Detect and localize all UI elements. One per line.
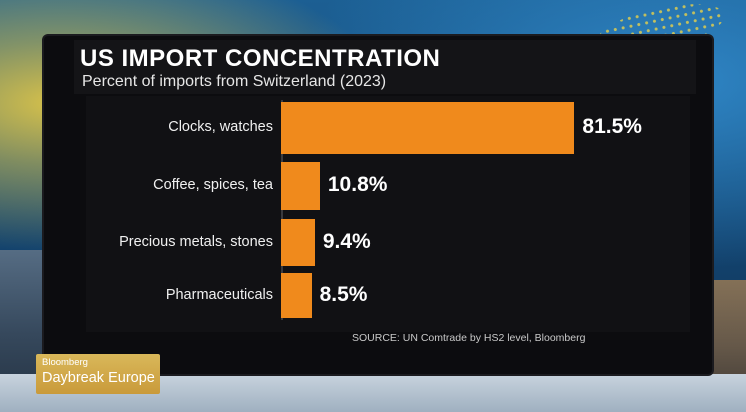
chart-source: SOURCE: UN Comtrade by HS2 level, Bloomb… [352, 332, 586, 344]
category-axis-line [281, 100, 283, 320]
category-label: Coffee, spices, tea [153, 177, 273, 193]
bar [281, 219, 315, 266]
category-label: Clocks, watches [168, 119, 273, 135]
value-label: 8.5% [319, 282, 368, 306]
bar [281, 273, 312, 318]
value-label: 9.4% [322, 229, 371, 253]
value-label: 10.8% [327, 173, 388, 196]
chart-subtitle: Percent of imports from Switzerland (202… [82, 73, 387, 90]
value-label: 81.5% [582, 115, 642, 138]
chart-title: US IMPORT CONCENTRATION [80, 45, 441, 72]
bar [281, 102, 575, 154]
show-title: Daybreak Europe [42, 370, 155, 386]
title-card [74, 40, 696, 94]
bar [281, 162, 320, 210]
show-bug [36, 354, 160, 394]
network-brand: Bloomberg [42, 357, 88, 368]
category-label: Pharmaceuticals [165, 286, 273, 303]
category-label: Precious metals, stones [119, 233, 273, 250]
